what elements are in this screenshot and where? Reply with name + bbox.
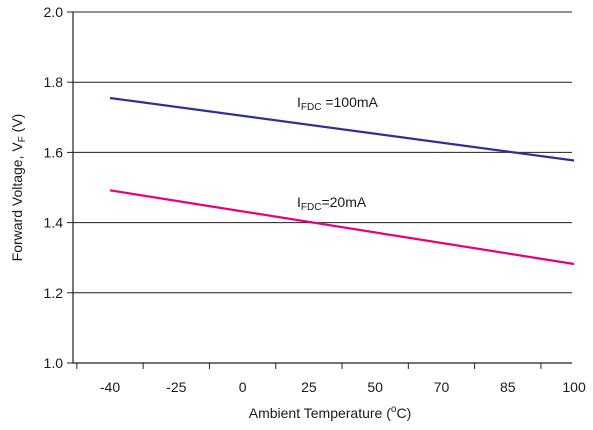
x-tick-label: -25 xyxy=(166,379,186,395)
series-label-2: IFDC=20mA xyxy=(297,194,367,213)
x-axis-title: Ambient Temperature (oC) xyxy=(249,404,411,421)
y-tick-labels: 1.0 1.2 1.4 1.6 1.8 2.0 xyxy=(44,4,64,371)
series-line-2 xyxy=(109,189,575,266)
y-tick-label: 1.6 xyxy=(44,144,64,160)
y-tick-label: 1.8 xyxy=(44,74,64,90)
y-tick-label: 1.4 xyxy=(44,215,64,231)
x-tick-labels: -40 -25 0 25 50 70 85 100 xyxy=(100,379,586,395)
axes xyxy=(67,11,572,369)
y-tick-label: 1.2 xyxy=(44,285,64,301)
series-labels: IFDC =100mA IFDC=20mA xyxy=(297,94,379,213)
y-tick-label: 2.0 xyxy=(44,4,64,20)
x-tick-label: -40 xyxy=(100,379,120,395)
y-axis-title: Forward Voltage, VF (V) xyxy=(9,114,28,262)
series-lines xyxy=(109,96,575,266)
series-label-1: IFDC =100mA xyxy=(297,94,379,113)
x-tick-label: 50 xyxy=(367,379,383,395)
y-tick-label: 1.0 xyxy=(44,355,64,371)
x-tick-label: 85 xyxy=(500,379,516,395)
x-tick-label: 70 xyxy=(434,379,450,395)
series-line-1 xyxy=(109,96,575,162)
grid-lines xyxy=(73,11,572,294)
x-tick-label: 25 xyxy=(301,379,317,395)
x-tick-label: 0 xyxy=(239,379,247,395)
x-tick-label: 100 xyxy=(562,379,586,395)
